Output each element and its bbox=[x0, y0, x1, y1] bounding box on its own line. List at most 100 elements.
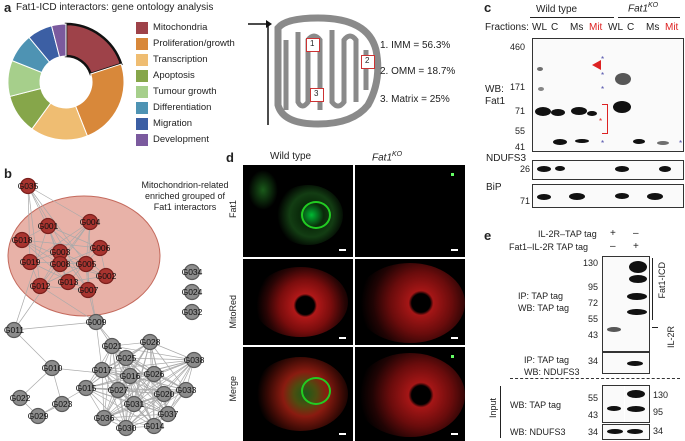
network-node bbox=[103, 337, 121, 355]
e-mw-34: 34 bbox=[587, 356, 598, 366]
c-mw-marker: 41 bbox=[514, 142, 525, 152]
c-blot-fat1: * * * * * * bbox=[532, 38, 684, 152]
network-node-label: G033 bbox=[176, 385, 197, 395]
network-node bbox=[109, 381, 127, 399]
e-in-wb-tap: WB: TAP tag bbox=[510, 400, 562, 410]
c-red-star: * bbox=[599, 117, 603, 126]
c-lane-label: WL bbox=[608, 22, 623, 33]
c-wt-line bbox=[530, 17, 614, 18]
legend-label: Differentiation bbox=[153, 102, 212, 113]
c-star-4: * bbox=[601, 139, 605, 148]
network-node bbox=[19, 177, 37, 195]
e-row1-val-1: + bbox=[610, 228, 616, 239]
c-red-bracket bbox=[602, 104, 608, 134]
cluster-annotation: Mitochondrion-related enriched grouped o… bbox=[141, 180, 229, 212]
legend-label: Proliferation/growth bbox=[153, 38, 235, 49]
c-star-1: * bbox=[601, 55, 605, 64]
network-node bbox=[5, 321, 23, 339]
legend-item: Proliferation/growth bbox=[136, 36, 235, 51]
network-node bbox=[145, 365, 163, 383]
network-node-label: G034 bbox=[182, 267, 203, 277]
omm-stat: 2. OMM = 18.7% bbox=[380, 66, 456, 77]
e-blot-ip-ndufs3 bbox=[602, 352, 650, 374]
network-node bbox=[177, 381, 195, 399]
c-lane-label: Ms bbox=[570, 22, 584, 33]
e-input-label: Input bbox=[488, 398, 498, 419]
e-ip-label: IP: TAP tag WB: TAP tag bbox=[518, 291, 570, 313]
e-in-mw-43: 43 bbox=[587, 410, 598, 420]
e-mw-marker: 72 bbox=[587, 298, 598, 308]
e-in-mw-95: 95 bbox=[653, 407, 664, 417]
micrograph-ko-merge bbox=[355, 347, 465, 441]
legend-swatch bbox=[136, 37, 148, 50]
network-node-label: G026 bbox=[144, 369, 165, 379]
panel-a-title: Fat1-ICD interactors: gene ontology anal… bbox=[16, 2, 214, 13]
network-node-label: G005 bbox=[76, 259, 97, 269]
e-mw-marker: 130 bbox=[582, 258, 598, 268]
e-in-mw-34: 34 bbox=[587, 427, 598, 437]
e-row2-label: Fat1–IL-2R TAP tag bbox=[509, 242, 589, 252]
network-node bbox=[159, 405, 177, 423]
network-node bbox=[81, 213, 99, 231]
network-node-label: G030 bbox=[116, 423, 137, 433]
panel-b-label: b bbox=[4, 166, 12, 181]
c-lane-label: WL bbox=[532, 22, 547, 33]
network-node-label: G002 bbox=[96, 271, 117, 281]
network-node-label: G019 bbox=[20, 257, 41, 267]
c-lane-label: C bbox=[627, 22, 635, 33]
network-node bbox=[51, 255, 69, 273]
e-fat1-icd-bracket bbox=[652, 258, 653, 320]
network-node bbox=[93, 361, 111, 379]
e-in-mw-55: 55 bbox=[587, 393, 598, 403]
e-row1-label: IL-2R–TAP tag bbox=[538, 229, 597, 239]
c-fat1-ko: Fat1KO bbox=[628, 2, 659, 15]
e-in-wb-ndufs3: WB: NDUFS3 bbox=[510, 427, 566, 437]
c-bip-label: BiP bbox=[486, 182, 502, 193]
network-node-label: G024 bbox=[182, 287, 203, 297]
row-label-fat1: Fat1 bbox=[228, 200, 238, 219]
network-node-label: G029 bbox=[28, 411, 49, 421]
network-node-label: G008 bbox=[50, 259, 71, 269]
e-fat1-icd-label: Fat1-ICD bbox=[657, 262, 667, 299]
e-mw-markers: 130 95 72 55 43 bbox=[578, 256, 600, 350]
c-star-3: * bbox=[601, 85, 605, 94]
network-node-label: G010 bbox=[42, 363, 63, 373]
network-node-label: G007 bbox=[78, 285, 99, 295]
network-node bbox=[125, 395, 143, 413]
network-node-label: G032 bbox=[182, 307, 203, 317]
legend-label: Migration bbox=[153, 118, 193, 129]
network-node-label: G001 bbox=[38, 221, 59, 231]
e-blot-ip-tap bbox=[602, 256, 650, 352]
network-node bbox=[183, 283, 201, 301]
pie-slice-development bbox=[50, 23, 67, 58]
c-blot-ndufs3 bbox=[532, 160, 684, 180]
c-bip-mw: 71 bbox=[519, 196, 530, 206]
network-node-label: G025 bbox=[116, 353, 137, 363]
network-node-label: G013 bbox=[58, 277, 79, 287]
legend-label: Tumour growth bbox=[153, 86, 217, 97]
network-node-label: G003 bbox=[50, 247, 71, 257]
col-fat1-ko: Fat1KO bbox=[372, 151, 403, 164]
network-node-label: G004 bbox=[80, 217, 101, 227]
legend-swatch bbox=[136, 117, 148, 130]
e-row2-val-1: – bbox=[610, 241, 616, 252]
legend-swatch bbox=[136, 101, 148, 114]
matrix-stat: 3. Matrix = 25% bbox=[380, 94, 450, 105]
c-lane-label: Mit bbox=[589, 22, 603, 33]
network-node-label: G009 bbox=[86, 317, 107, 327]
network-node bbox=[183, 263, 201, 281]
e-row2-val-2: + bbox=[633, 241, 639, 252]
c-mw-marker: 71 bbox=[514, 106, 525, 116]
c-lane-label: Mit bbox=[665, 22, 679, 33]
mito-box-1: 1 bbox=[306, 38, 320, 52]
c-blot-bip bbox=[532, 184, 684, 208]
network-node bbox=[145, 417, 163, 435]
network-node-label: G036 bbox=[94, 413, 115, 423]
micrograph-ko-fat1 bbox=[355, 165, 465, 257]
legend-item: Development bbox=[136, 132, 209, 147]
network-node bbox=[117, 419, 135, 437]
network-node bbox=[183, 303, 201, 321]
row-label-merge: Merge bbox=[228, 376, 238, 402]
network-node-label: G014 bbox=[144, 421, 165, 431]
network-node bbox=[117, 349, 135, 367]
